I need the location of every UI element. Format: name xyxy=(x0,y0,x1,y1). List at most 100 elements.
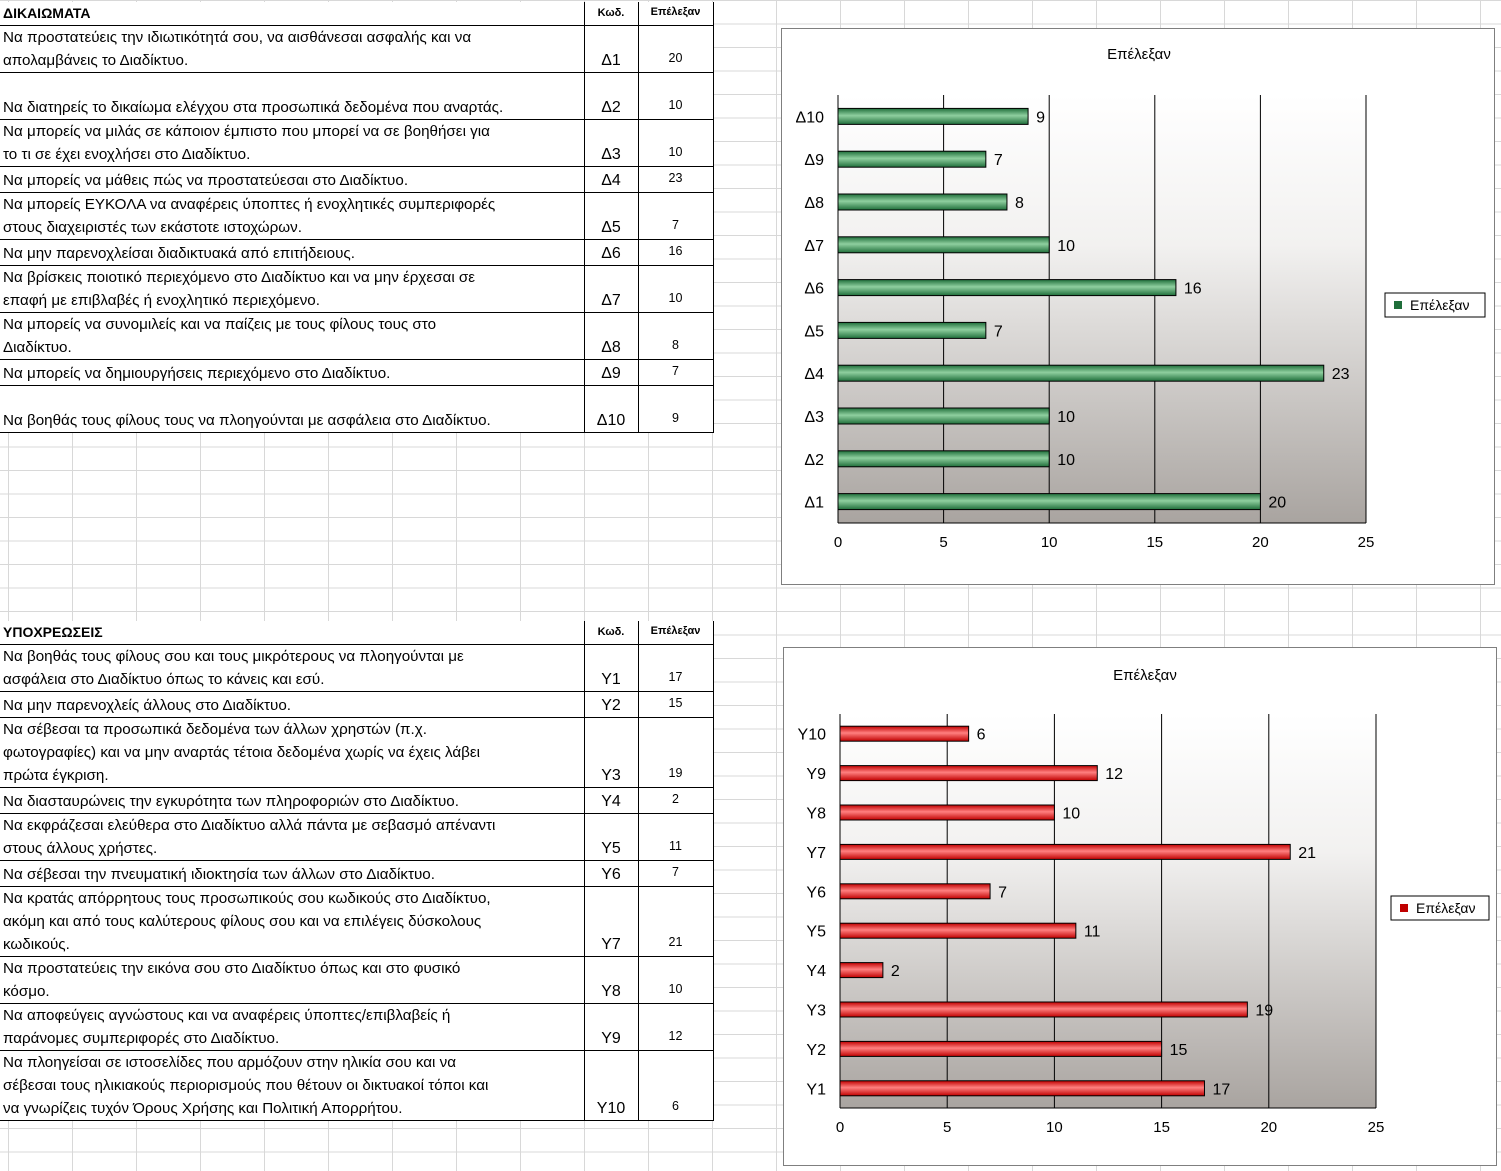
rights-count-cell[interactable]: 10 xyxy=(638,265,714,313)
obligations-description-cell[interactable]: Να πλοηγείσαι σε ιστοσελίδες που αρμόζου… xyxy=(0,1050,585,1121)
rights-count-cell[interactable]: 20 xyxy=(638,25,714,73)
rights-count-cell[interactable]: 8 xyxy=(638,312,714,360)
rights-col-code[interactable]: Κωδ. xyxy=(584,2,639,26)
legend[interactable]: Επέλεξαν xyxy=(1390,895,1490,921)
rights-title[interactable]: ΔΙΚΑΙΩΜΑΤΑ xyxy=(0,2,585,26)
rights-description-cell[interactable]: Να μην παρενοχλείσαι διαδικτυακά από επι… xyxy=(0,239,585,266)
bar-Δ10[interactable] xyxy=(837,107,1029,125)
rights-description-cell[interactable]: Να μπορείς ΕΥΚΟΛΑ να αναφέρεις ύποπτες ή… xyxy=(0,192,585,240)
rights-description-cell[interactable]: Να διατηρείς το δικαίωμα ελέγχου στα προ… xyxy=(0,72,585,120)
obligations-count-cell[interactable]: 12 xyxy=(638,1003,714,1051)
rights-code-cell[interactable]: Δ6 xyxy=(584,239,639,266)
rights-code-cell[interactable]: Δ3 xyxy=(584,119,639,167)
rights-col-count[interactable]: Επέλεξαν xyxy=(638,2,714,26)
bar-Δ9[interactable] xyxy=(837,150,987,168)
rights-count-cell[interactable]: 7 xyxy=(638,192,714,240)
obligations-count-cell[interactable]: 17 xyxy=(638,644,714,692)
data-label: 2 xyxy=(891,963,900,980)
obligations-description-cell[interactable]: Να βοηθάς τους φίλους σου και τους μικρό… xyxy=(0,644,585,692)
obligations-description-cell[interactable]: Να διασταυρώνεις την εγκυρότητα των πληρ… xyxy=(0,787,585,814)
bar-Δ1[interactable] xyxy=(837,493,1261,511)
bar-Δ4[interactable] xyxy=(837,364,1325,382)
rights-header-row: ΔΙΚΑΙΩΜΑΤΑ Κωδ. Επέλεξαν xyxy=(0,2,714,26)
rights-code-cell[interactable]: Δ5 xyxy=(584,192,639,240)
data-label: 11 xyxy=(1084,924,1101,941)
bar-Δ3[interactable] xyxy=(837,407,1050,425)
rights-chart[interactable]: Επέλεξαν 0 5 10 15 20 25 Δ1 20 Δ2 10 Δ3 10 Δ4 23 Δ5 7 Δ6 1… xyxy=(781,28,1495,585)
bar-Υ9[interactable] xyxy=(839,765,1098,782)
obligations-code-cell[interactable]: Υ1 xyxy=(584,644,639,692)
bar-Υ5[interactable] xyxy=(839,922,1077,939)
bar-Υ10[interactable] xyxy=(839,725,970,742)
rights-code-cell[interactable]: Δ7 xyxy=(584,265,639,313)
rights-description-cell[interactable]: Να μπορείς να μάθεις πώς να προστατεύεσα… xyxy=(0,166,585,193)
legend[interactable]: Επέλεξαν xyxy=(1384,292,1486,318)
obligations-code-cell[interactable]: Υ10 xyxy=(584,1050,639,1121)
obligations-code-cell[interactable]: Υ9 xyxy=(584,1003,639,1051)
obligations-count-cell[interactable]: 11 xyxy=(638,813,714,861)
obligations-col-code[interactable]: Κωδ. xyxy=(584,621,639,645)
obligations-code-cell[interactable]: Υ5 xyxy=(584,813,639,861)
obligations-code-cell[interactable]: Υ4 xyxy=(584,787,639,814)
obligations-description-cell[interactable]: Να αποφεύγεις αγνώστους και να αναφέρεις… xyxy=(0,1003,585,1051)
obligations-count-cell[interactable]: 10 xyxy=(638,956,714,1004)
bar-Υ7[interactable] xyxy=(839,843,1291,860)
obligations-count-cell[interactable]: 2 xyxy=(638,787,714,814)
rights-count-cell[interactable]: 16 xyxy=(638,239,714,266)
rights-description-line: Να μπορείς να μάθεις πώς να προστατεύεσα… xyxy=(3,172,409,189)
rights-count-cell[interactable]: 23 xyxy=(638,166,714,193)
rights-code-cell[interactable]: Δ10 xyxy=(584,385,639,433)
obligations-code-cell[interactable]: Υ7 xyxy=(584,886,639,957)
rights-count-cell[interactable]: 10 xyxy=(638,119,714,167)
bar-Υ6[interactable] xyxy=(839,883,991,900)
obligations-count-cell[interactable]: 7 xyxy=(638,860,714,887)
rights-count-cell[interactable]: 10 xyxy=(638,72,714,120)
rights-description-cell[interactable]: Να βοηθάς τους φίλους τους να πλοηγούντα… xyxy=(0,385,585,433)
obligations-code-cell[interactable]: Υ6 xyxy=(584,860,639,887)
rights-code-cell[interactable]: Δ8 xyxy=(584,312,639,360)
bar-Υ4[interactable] xyxy=(839,962,884,979)
obligations-description-cell[interactable]: Να κρατάς απόρρητους τους προσωπικούς σο… xyxy=(0,886,585,957)
rights-code-cell[interactable]: Δ9 xyxy=(584,359,639,386)
obligations-description-line: φωτογραφίες) και να μην αναρτάς τέτοια δ… xyxy=(3,744,481,761)
rights-code-cell[interactable]: Δ2 xyxy=(584,72,639,120)
rights-code-cell[interactable]: Δ1 xyxy=(584,25,639,73)
obligations-count-cell[interactable]: 15 xyxy=(638,691,714,718)
bar-Δ8[interactable] xyxy=(837,193,1008,211)
bar-Δ2[interactable] xyxy=(837,450,1050,468)
rights-count-cell[interactable]: 9 xyxy=(638,385,714,433)
rights-description-cell[interactable]: Να μπορείς να μιλάς σε κάποιον έμπιστο π… xyxy=(0,119,585,167)
rights-description-cell[interactable]: Να βρίσκεις ποιοτικό περιεχόμενο στο Δια… xyxy=(0,265,585,313)
rights-row: Να μην παρενοχλείσαι διαδικτυακά από επι… xyxy=(0,239,714,266)
obligations-count-cell[interactable]: 21 xyxy=(638,886,714,957)
obligations-count-cell[interactable]: 6 xyxy=(638,1050,714,1121)
rights-table: ΔΙΚΑΙΩΜΑΤΑ Κωδ. Επέλεξαν Να προστατεύεις… xyxy=(0,2,714,433)
obligations-description-cell[interactable]: Να προστατεύεις την εικόνα σου στο Διαδί… xyxy=(0,956,585,1004)
obligations-code-cell[interactable]: Υ3 xyxy=(584,717,639,788)
bar-Υ2[interactable] xyxy=(839,1040,1163,1057)
rights-description-cell[interactable]: Να μπορείς να δημιουργήσεις περιεχόμενο … xyxy=(0,359,585,386)
bar-Δ6[interactable] xyxy=(837,279,1177,297)
obligations-code-cell[interactable]: Υ2 xyxy=(584,691,639,718)
obligations-chart[interactable]: Επέλεξαν 0 5 10 15 20 25 Υ1 17 Υ2 15 Υ3 19 Υ4 2 Υ5 11 Υ6 7… xyxy=(783,647,1497,1166)
rights-code-cell[interactable]: Δ4 xyxy=(584,166,639,193)
bar-Δ7[interactable] xyxy=(837,236,1050,254)
category-label: Δ9 xyxy=(804,152,824,169)
rights-count-cell[interactable]: 7 xyxy=(638,359,714,386)
obligations-description-cell[interactable]: Να εκφράζεσαι ελεύθερα στο Διαδίκτυο αλλ… xyxy=(0,813,585,861)
obligations-col-count[interactable]: Επέλεξαν xyxy=(638,621,714,645)
obligations-description-cell[interactable]: Να μην παρενοχλείς άλλους στο Διαδίκτυο. xyxy=(0,691,585,718)
obligations-title[interactable]: ΥΠΟΧΡΕΩΣΕΙΣ xyxy=(0,621,585,645)
bar-Υ8[interactable] xyxy=(839,804,1055,821)
bar-Υ1[interactable] xyxy=(839,1080,1205,1097)
obligations-description-cell[interactable]: Να σέβεσαι την πνευματική ιδιοκτησία των… xyxy=(0,860,585,887)
rights-description-cell[interactable]: Να προστατεύεις την ιδιωτικότητά σου, να… xyxy=(0,25,585,73)
obligations-description-line: κωδικούς. xyxy=(3,936,70,953)
rights-description-cell[interactable]: Να μπορείς να συνομιλείς και να παίζεις … xyxy=(0,312,585,360)
obligations-description-cell[interactable]: Να σέβεσαι τα προσωπικά δεδομένα των άλλ… xyxy=(0,717,585,788)
bar-Υ3[interactable] xyxy=(839,1001,1248,1018)
obligations-count-cell[interactable]: 19 xyxy=(638,717,714,788)
obligations-code-cell[interactable]: Υ8 xyxy=(584,956,639,1004)
data-label: 7 xyxy=(994,323,1003,340)
bar-Δ5[interactable] xyxy=(837,321,987,339)
